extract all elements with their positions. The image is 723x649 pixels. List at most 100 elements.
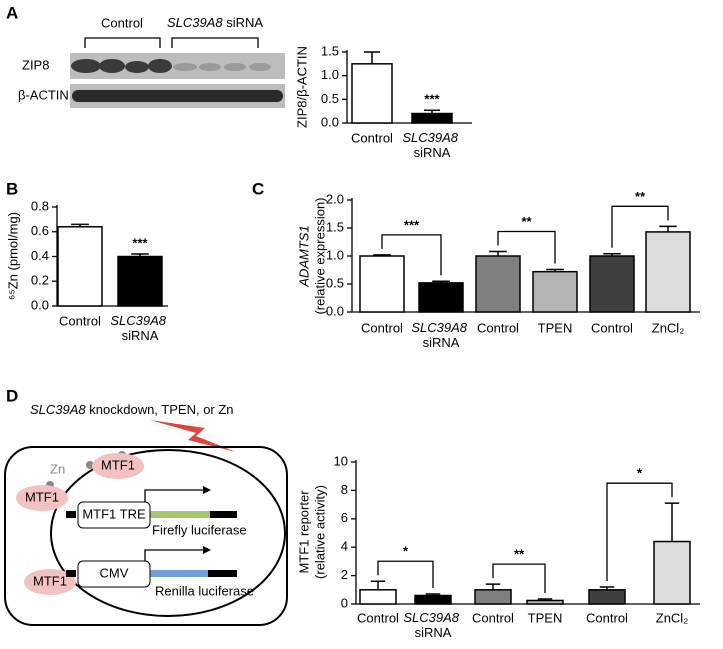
zn-dot bbox=[86, 461, 94, 469]
significance-bracket bbox=[606, 482, 673, 581]
x-tick-label: Control bbox=[357, 610, 399, 625]
error-bar bbox=[546, 268, 564, 272]
zn-label: Zn bbox=[50, 461, 65, 476]
chart: 0.0 0.5 1.0 1.5 2.0 ADAMTS1 (relative expressi… bbox=[296, 189, 700, 350]
significance-bracket bbox=[492, 563, 546, 594]
significance: * bbox=[403, 544, 409, 559]
x-tick-label: Control bbox=[59, 313, 101, 328]
diagram: SLC39A8 knockdown, TPEN, or Zn Zn MTF1 M… bbox=[4, 402, 288, 626]
x-tick-label: Control bbox=[591, 320, 633, 335]
gene-label: Renilla luciferase bbox=[155, 583, 254, 598]
dna bbox=[66, 570, 76, 577]
error-bar bbox=[71, 223, 89, 227]
y-axis-label: ADAMTS1 bbox=[296, 225, 311, 287]
chart: 0.0 0.5 1.0 1.5 ZIP8/β-ACTIN Control SLC39A8 s… bbox=[294, 43, 472, 160]
group-bracket bbox=[84, 37, 259, 48]
bar bbox=[645, 231, 691, 313]
x-tick-label: TPEN bbox=[528, 610, 563, 625]
error-bar bbox=[131, 253, 149, 257]
mtf1 bbox=[24, 569, 76, 595]
dna bbox=[150, 511, 210, 518]
band bbox=[72, 90, 283, 102]
bar bbox=[351, 63, 393, 124]
bar bbox=[57, 226, 103, 307]
error-bar bbox=[424, 109, 440, 114]
y-tick-label: 2.0 bbox=[326, 191, 344, 206]
error-bar bbox=[537, 598, 553, 601]
error-bar bbox=[489, 250, 507, 256]
x-tick-label: SLC39A8 siRNA bbox=[411, 320, 470, 350]
panel-label: D bbox=[6, 386, 18, 405]
error-bar bbox=[370, 580, 386, 590]
y-tick-label: 0.5 bbox=[326, 275, 344, 290]
panel-label: A bbox=[6, 3, 18, 22]
y-axis-label: (relative expression) bbox=[312, 197, 327, 314]
x-tick-label: SLC39A8 siRNA bbox=[402, 130, 461, 160]
mtf1-label: MTF1 bbox=[25, 489, 59, 504]
x-tick-label: Control bbox=[361, 320, 403, 335]
significance-bracket bbox=[611, 205, 669, 248]
error-bar bbox=[432, 280, 450, 283]
significance: *** bbox=[424, 92, 440, 107]
y-tick-label: 0.4 bbox=[31, 248, 49, 263]
significance: *** bbox=[132, 235, 148, 250]
x-tick-label: TPEN bbox=[538, 320, 573, 335]
x-tick-label: Control bbox=[351, 130, 393, 145]
x-tick-label: SLC39A8 siRNA bbox=[110, 313, 169, 343]
mtf1 bbox=[16, 485, 68, 511]
group-label: Control bbox=[101, 15, 143, 30]
significance: *** bbox=[404, 217, 420, 232]
significance-bracket bbox=[377, 560, 434, 589]
error-bar bbox=[425, 593, 441, 596]
mtf1 bbox=[92, 453, 144, 479]
bar bbox=[411, 112, 453, 124]
error-bar bbox=[364, 51, 380, 64]
nucleus bbox=[50, 449, 286, 617]
cell bbox=[4, 446, 288, 626]
y-tick-label: 10 bbox=[334, 453, 348, 468]
error-bar bbox=[664, 502, 680, 542]
bar bbox=[589, 255, 635, 313]
y-tick-label: 2 bbox=[341, 567, 348, 582]
axes bbox=[355, 460, 700, 605]
bar bbox=[532, 270, 578, 313]
y-tick-label: 0.0 bbox=[321, 114, 339, 129]
caption: SLC39A8 knockdown, TPEN, or Zn bbox=[30, 402, 234, 417]
row-label: β-ACTIN bbox=[18, 87, 69, 102]
dna bbox=[208, 570, 237, 577]
significance: ** bbox=[635, 189, 646, 204]
x-tick-label: ZnCl₂ bbox=[656, 610, 689, 625]
arrow bbox=[144, 549, 205, 561]
row-label: ZIP8 bbox=[22, 57, 49, 72]
significance: ** bbox=[514, 547, 525, 562]
arrow bbox=[144, 489, 205, 502]
error-bar bbox=[603, 253, 621, 256]
significance: * bbox=[637, 466, 643, 481]
panel-label: C bbox=[252, 179, 264, 198]
bar bbox=[359, 589, 397, 605]
y-tick-label: 1.5 bbox=[326, 219, 344, 234]
significance: ** bbox=[521, 214, 532, 229]
x-tick-label: Control bbox=[477, 320, 519, 335]
y-tick-label: 4 bbox=[341, 539, 348, 554]
x-tick-label: Control bbox=[472, 610, 514, 625]
y-tick-label: 0.0 bbox=[326, 303, 344, 318]
y-tick-label: 1.5 bbox=[321, 43, 339, 58]
y-tick-label: 0.2 bbox=[31, 273, 49, 288]
y-tick-label: 0.6 bbox=[31, 223, 49, 238]
x-tick-label: ZnCl₂ bbox=[652, 320, 685, 335]
y-tick-label: 8 bbox=[341, 482, 348, 497]
error-bar bbox=[373, 254, 391, 256]
box-label: CMV bbox=[100, 565, 129, 580]
bar bbox=[526, 599, 564, 605]
arrowhead bbox=[203, 486, 211, 494]
y-tick-label: 0 bbox=[341, 595, 348, 610]
dna bbox=[150, 570, 208, 577]
y-tick-label: 1.0 bbox=[321, 67, 339, 82]
bar bbox=[414, 594, 452, 605]
bar bbox=[418, 282, 464, 313]
y-axis-label: (relative activity) bbox=[312, 485, 327, 579]
promoter-box bbox=[77, 501, 151, 529]
bar bbox=[475, 255, 521, 313]
